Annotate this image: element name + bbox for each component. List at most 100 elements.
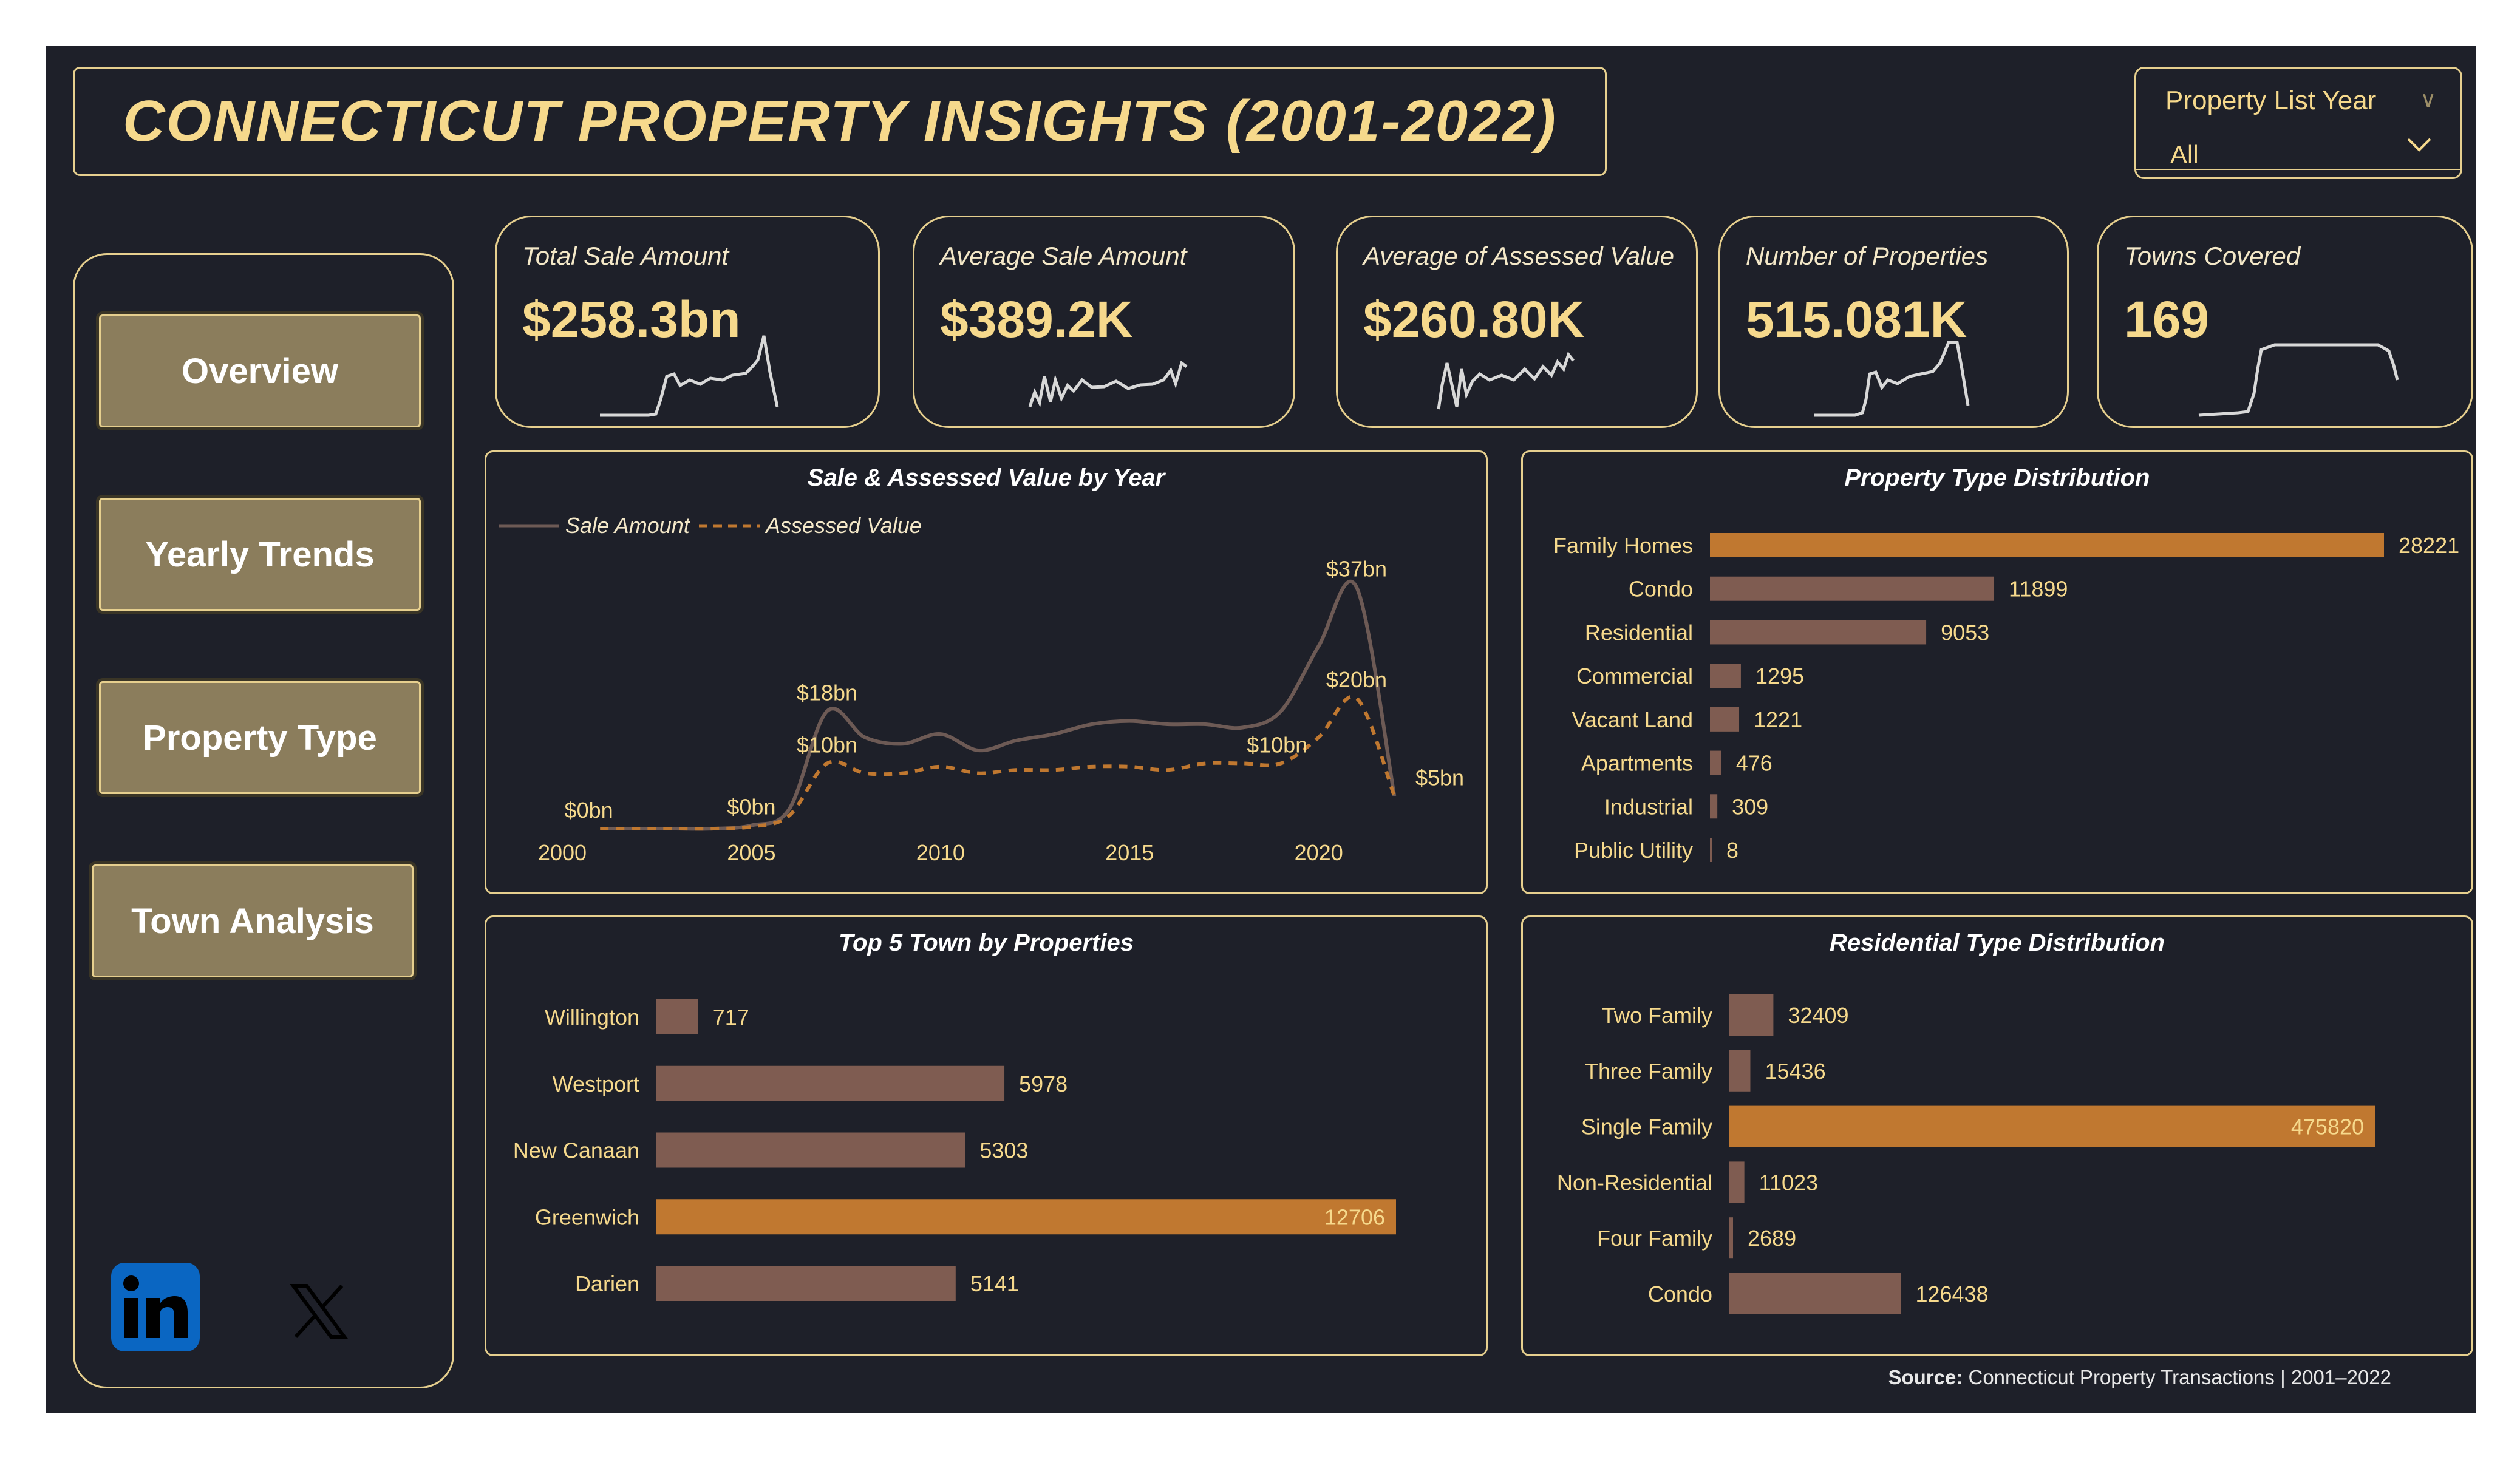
panel-property-type-distribution: Property Type Distribution Family Homes 2… [1521, 450, 2473, 894]
data-label: $18bn [797, 681, 857, 705]
kpi-value: $260.80K [1363, 291, 1585, 348]
category-label: Condo [1648, 1282, 1712, 1306]
data-label: $5bn [1415, 765, 1464, 790]
assessed-value-line [600, 695, 1397, 831]
category-label: Residential [1585, 620, 1693, 645]
x-tick-label: 2015 [1105, 840, 1154, 865]
x-tick-label: 2020 [1295, 840, 1343, 865]
panel-residential-type-distribution: Residential Type Distribution Two Family… [1521, 915, 2473, 1356]
kpi-label: Average Sale Amount [940, 242, 1187, 270]
category-label: Three Family [1585, 1059, 1712, 1084]
kpi-average-sale-amount: Average Sale Amount $389.2K [913, 216, 1295, 428]
top-towns-bar-chart: Willington 717 Westport 5978 New Canaan 5303 G… [513, 999, 1396, 1301]
kpi-sparkline [1814, 341, 1970, 417]
data-label: $10bn [1247, 733, 1307, 758]
year-filter-slicer[interactable]: Property List Year ∨ All [2134, 67, 2462, 179]
chart-title: Sale & Assessed Value by Year [807, 464, 1165, 491]
kpi-value: $258.3bn [522, 291, 741, 348]
bar [1729, 1105, 2375, 1147]
category-label: New Canaan [513, 1138, 639, 1163]
kpi-sparkline [1028, 360, 1188, 408]
value-label: 32409 [1788, 1003, 1848, 1028]
panel-top-5-towns: Top 5 Town by Properties Willington 717 We… [485, 915, 1488, 1356]
bar [1710, 620, 1927, 645]
bar [656, 1266, 956, 1301]
category-label: Vacant Land [1572, 707, 1694, 732]
value-label: 2689 [1748, 1226, 1796, 1251]
kpi-total-sale-amount: Total Sale Amount $258.3bn [495, 216, 880, 428]
bar [1729, 1273, 1901, 1314]
category-label: Non-Residential [1557, 1170, 1712, 1195]
value-label: 5978 [1019, 1072, 1068, 1096]
value-label: 11023 [1759, 1170, 1818, 1195]
kpi-number-of-properties: Number of Properties 515.081K [1718, 216, 2069, 428]
value-label: 126438 [1915, 1282, 1988, 1306]
bar [1710, 576, 1995, 601]
category-label: Willington [545, 1005, 639, 1030]
bar [656, 999, 698, 1034]
kpi-value: 515.081K [1746, 291, 1967, 348]
data-label: $20bn [1326, 667, 1387, 692]
bar [1710, 838, 1712, 862]
nav-town-analysis-button[interactable]: Town Analysis [92, 864, 414, 977]
value-label: 12706 [1324, 1204, 1385, 1229]
kpi-label: Total Sale Amount [522, 242, 729, 270]
title-banner: CONNECTICUT PROPERTY INSIGHTS (2001-2022… [73, 67, 1607, 176]
legend-label: Assessed Value [765, 513, 922, 538]
linkedin-icon[interactable] [111, 1263, 200, 1351]
value-label: 11899 [2009, 577, 2068, 602]
residential-type-bar-chart: Two Family 32409 Three Family 15436 Single F… [1557, 994, 2375, 1314]
bar [656, 1065, 1005, 1101]
chevron-down-icon[interactable] [2406, 135, 2433, 154]
page-title: CONNECTICUT PROPERTY INSIGHTS (2001-2022… [123, 89, 1557, 154]
value-label: 5303 [979, 1138, 1028, 1163]
category-label: Commercial [1576, 664, 1693, 688]
value-label: 717 [713, 1005, 749, 1030]
value-label: 9053 [1941, 620, 1989, 645]
bar [1710, 750, 1721, 775]
chart-title: Property Type Distribution [1844, 464, 2150, 491]
kpi-value: $389.2K [940, 291, 1133, 348]
kpi-label: Average of Assessed Value [1363, 242, 1675, 270]
bar [656, 1132, 965, 1168]
category-label: Family Homes [1553, 533, 1693, 558]
category-label: Apartments [1581, 751, 1693, 776]
source-label: Source: [1888, 1366, 1963, 1388]
kpi-sparkline [600, 335, 779, 417]
kpi-average-assessed-value: Average of Assessed Value $260.80K [1336, 216, 1698, 428]
bar [1729, 1161, 1745, 1203]
nav-yearly-trends-button[interactable]: Yearly Trends [99, 498, 421, 611]
data-label: $10bn [797, 733, 857, 758]
bar [1710, 533, 2384, 557]
source-footnote: Source: Connecticut Property Transaction… [1888, 1366, 2391, 1389]
value-label: 8 [1726, 838, 1738, 863]
x-tick-label: 2005 [727, 840, 775, 865]
data-label: $0bn [565, 798, 613, 823]
line-chart: Sale Amount Assessed Value 2000 2005 2010 201… [499, 513, 1464, 865]
filter-value[interactable]: All [2170, 140, 2199, 169]
x-icon[interactable] [288, 1281, 349, 1342]
bar [1729, 1217, 1734, 1259]
data-label: $0bn [727, 795, 775, 820]
kpi-sparkline [2198, 343, 2399, 417]
source-text: Connecticut Property Transactions | 2001… [1968, 1366, 2392, 1388]
category-label: Two Family [1602, 1003, 1712, 1028]
nav-property-type-button[interactable]: Property Type [99, 681, 421, 794]
filter-label: Property List Year [2165, 86, 2377, 115]
value-label: 15436 [1765, 1059, 1825, 1084]
value-label: 475820 [2291, 1115, 2364, 1139]
category-label: Industrial [1604, 794, 1693, 819]
sidebar: Overview Yearly Trends Property Type Tow… [73, 253, 454, 1388]
legend-label: Sale Amount [565, 513, 691, 538]
filter-underline [2136, 169, 2460, 170]
category-label: Greenwich [535, 1204, 639, 1229]
bar [1710, 794, 1718, 819]
kpi-label: Towns Covered [2124, 242, 2301, 270]
category-label: Westport [553, 1072, 639, 1096]
bar [1729, 994, 1774, 1036]
bar [1710, 664, 1741, 688]
bar [1710, 707, 1740, 732]
nav-overview-button[interactable]: Overview [99, 314, 421, 427]
sale-amount-line [600, 579, 1397, 831]
chevron-down-icon[interactable]: ∨ [2420, 87, 2436, 112]
